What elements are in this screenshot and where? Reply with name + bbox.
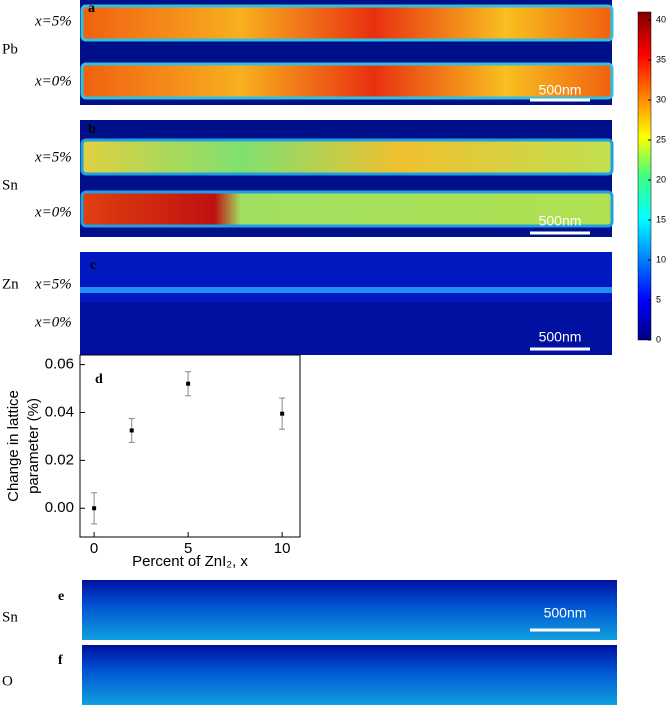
colorbar-tick-label: 10	[656, 254, 666, 264]
plot-frame	[79, 354, 301, 538]
colorbar	[637, 11, 652, 341]
map-layer	[80, 62, 614, 100]
colorbar-tick-label: 0	[656, 334, 661, 344]
scale-label: 500nm	[539, 213, 582, 229]
map-image	[80, 302, 612, 355]
data-point	[186, 381, 191, 386]
element-label: O	[2, 673, 13, 689]
row-label: x=0%	[34, 73, 72, 89]
data-point	[92, 506, 97, 511]
x-tick-label: 5	[184, 540, 192, 557]
y-tick-label: 0.02	[45, 451, 74, 468]
row-label: x=0%	[34, 314, 72, 330]
map-image	[82, 645, 617, 705]
map-layer	[80, 287, 612, 293]
y-axis-label: parameter (%)	[25, 398, 42, 494]
data-point	[129, 428, 134, 433]
colorbar-tick-label: 15	[656, 214, 666, 224]
y-tick-label: 0.00	[45, 499, 74, 516]
element-label: Sn	[2, 609, 18, 625]
colorbar-tick-label: 30	[656, 94, 666, 104]
map-layer	[80, 190, 614, 228]
colorbar-tick-label: 25	[656, 134, 666, 144]
data-point	[280, 411, 285, 416]
panel-label: b	[88, 122, 96, 137]
y-tick-label: 0.04	[45, 403, 74, 420]
map-image	[82, 580, 617, 640]
panel-label: a	[88, 1, 95, 16]
row-label: x=5%	[34, 149, 72, 165]
scale-label: 500nm	[544, 605, 587, 621]
y-tick-label: 0.06	[45, 356, 74, 373]
colorbar-tick-label: 5	[656, 294, 661, 304]
scale-label: 500nm	[539, 329, 582, 345]
x-tick-label: 0	[90, 540, 98, 557]
element-label: Sn	[2, 177, 18, 193]
map-image	[80, 252, 612, 302]
panel-label: d	[95, 372, 103, 387]
colorbar-tick-label: 35	[656, 54, 666, 64]
row-label: x=0%	[34, 204, 72, 220]
panel-label: f	[58, 653, 63, 668]
row-label: x=5%	[34, 276, 72, 292]
colorbar-tick-label: 40	[656, 14, 666, 24]
row-label: x=5%	[34, 13, 72, 29]
map-layer	[80, 138, 614, 176]
map-layer	[80, 4, 614, 42]
panel-label: e	[58, 589, 64, 604]
element-label: Pb	[2, 41, 18, 57]
panel-label: c	[90, 258, 96, 273]
x-tick-label: 10	[274, 540, 291, 557]
colorbar-tick-label: 20	[656, 174, 666, 184]
element-label: Zn	[2, 276, 19, 292]
scale-label: 500nm	[539, 82, 582, 98]
y-axis-label: Change in lattice	[5, 390, 22, 502]
x-axis-label: Percent of ZnI₂, x	[132, 553, 248, 570]
